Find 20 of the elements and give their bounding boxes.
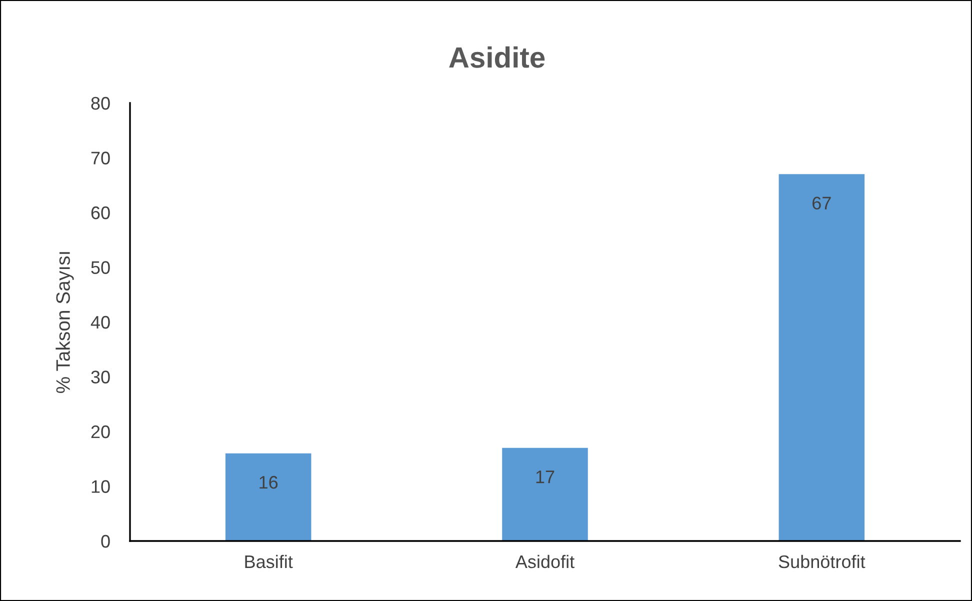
x-tick-label: Subnötrofit xyxy=(778,554,866,568)
data-label: 17 xyxy=(536,470,554,484)
y-tick-label: 70 xyxy=(91,152,110,164)
data-label: 16 xyxy=(260,476,278,489)
y-tick-label: 10 xyxy=(92,480,110,493)
x-tick-label: Basifit xyxy=(245,554,293,568)
bar xyxy=(502,448,588,541)
y-tick-label: 0 xyxy=(101,534,110,548)
y-tick-label: 60 xyxy=(91,206,110,220)
y-tick-label: 20 xyxy=(91,425,110,438)
data-label: 67 xyxy=(812,196,831,210)
bar xyxy=(778,174,865,541)
bar xyxy=(225,453,312,541)
y-tick-label: 80 xyxy=(91,96,110,110)
chart-title: Asidite xyxy=(449,46,545,68)
y-axis-title: % Takson Sayısı xyxy=(56,252,74,393)
y-tick-label: 50 xyxy=(91,261,110,274)
y-tick-label: 30 xyxy=(91,370,110,384)
x-tick-label: Asidofit xyxy=(515,554,574,568)
y-tick-label: 40 xyxy=(90,316,110,329)
